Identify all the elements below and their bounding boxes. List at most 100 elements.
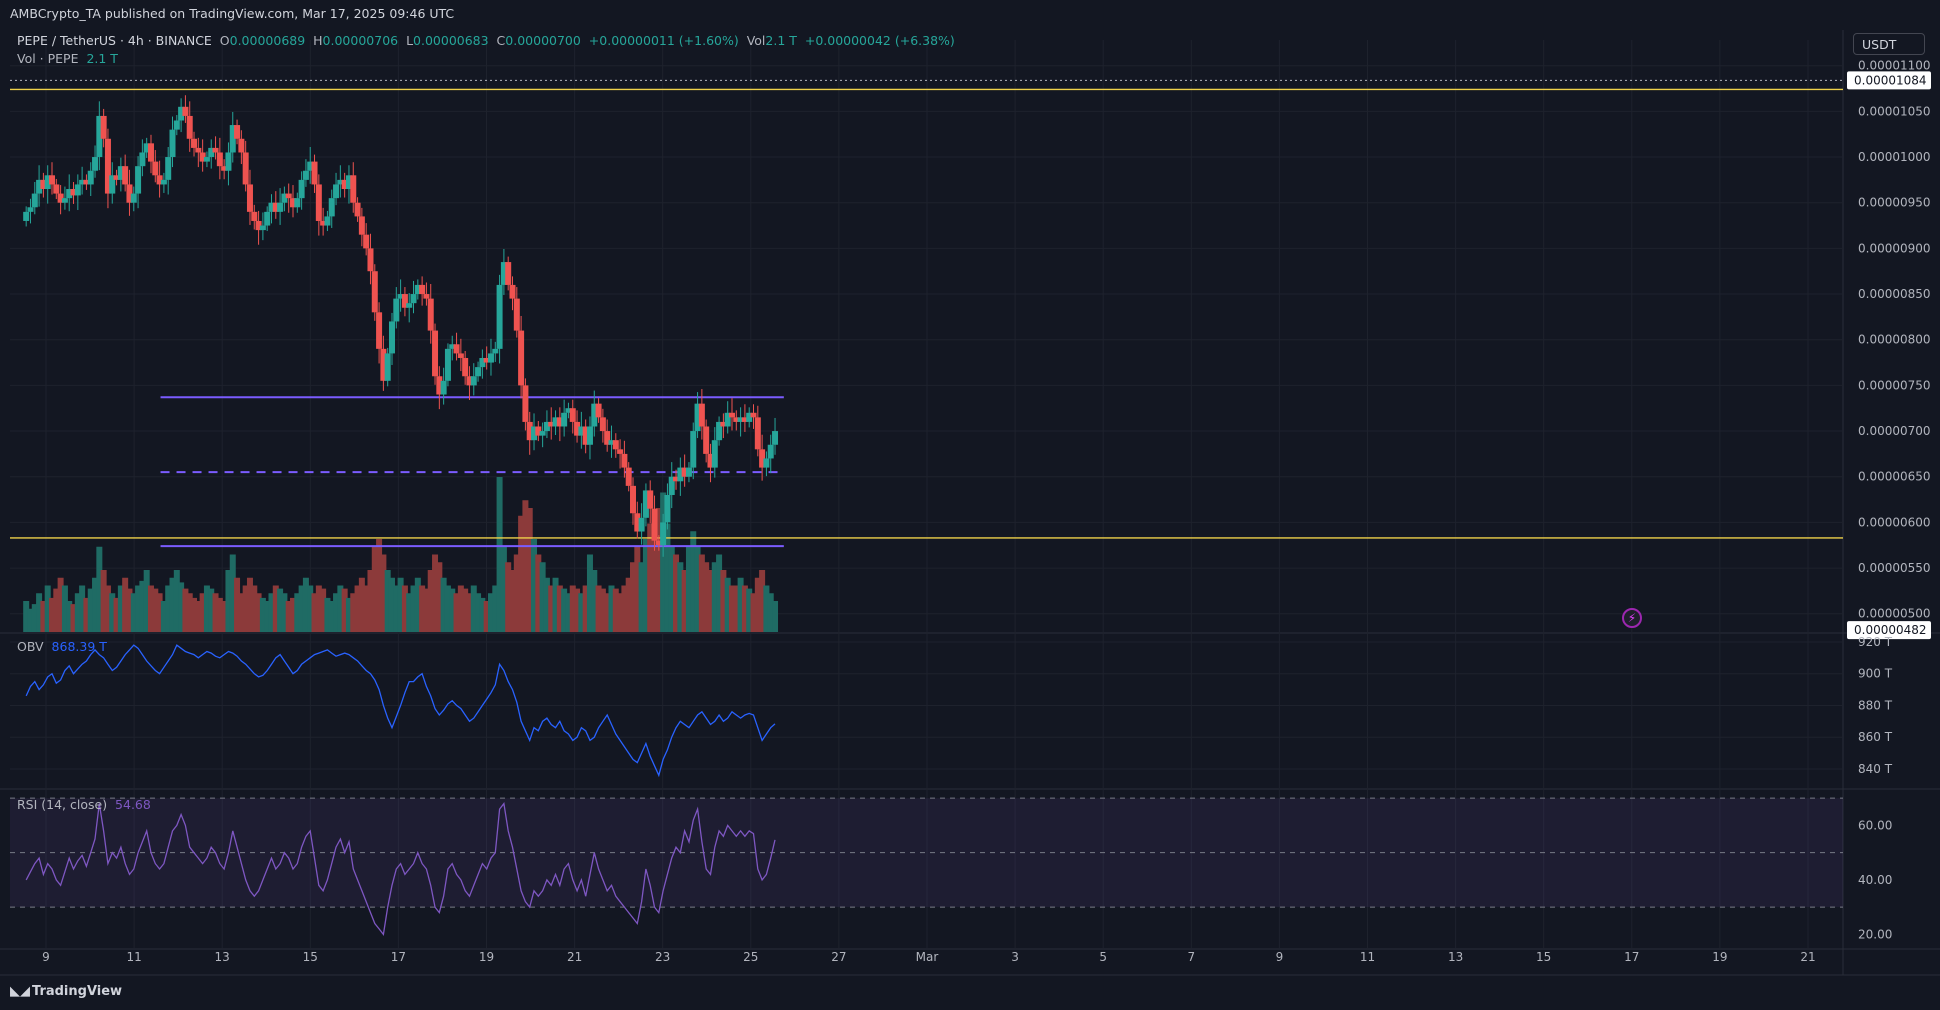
candle	[315, 184, 322, 221]
volume-bar	[229, 554, 236, 632]
candle	[578, 426, 585, 436]
volume-bar	[48, 597, 55, 632]
candle	[466, 376, 473, 386]
volume-bar	[754, 577, 761, 632]
candle	[664, 494, 671, 523]
volume-bar	[453, 593, 460, 632]
volume-bar	[767, 593, 774, 632]
candle	[513, 298, 520, 331]
volume-bar	[444, 585, 451, 632]
candle	[582, 426, 589, 445]
candle	[66, 189, 73, 199]
candle	[617, 449, 624, 454]
candle	[543, 421, 550, 432]
volume-bar	[117, 585, 124, 632]
volume-legend-value: 2.1 T	[86, 51, 118, 66]
volume-bar	[462, 588, 469, 632]
volume-bar	[109, 593, 116, 632]
rsi-band-fill	[10, 798, 1843, 908]
candle	[651, 508, 658, 541]
x-tick-label: 11	[126, 950, 141, 964]
volume-bar	[126, 588, 133, 632]
volume-bar	[535, 554, 542, 632]
candle	[307, 161, 314, 171]
obv-line	[25, 644, 776, 778]
volume-bar	[367, 570, 374, 632]
candle	[586, 426, 593, 445]
volume-bar	[74, 593, 81, 632]
volume-bar	[341, 588, 348, 632]
volume-bar	[294, 593, 301, 632]
volume-bar	[410, 585, 417, 632]
volume-bar	[436, 562, 443, 632]
volume-bar	[565, 593, 572, 632]
volume-bar	[358, 577, 365, 632]
candle	[354, 202, 361, 217]
candle	[229, 125, 236, 153]
volume-bar	[599, 588, 606, 632]
candle	[604, 431, 611, 445]
volume-legend: Vol · PEPE 2.1 T	[17, 51, 118, 66]
volume-bar	[526, 508, 533, 632]
candle	[40, 179, 47, 190]
candle	[741, 417, 748, 422]
volume-bar	[406, 593, 413, 632]
volume-bar	[513, 554, 520, 632]
candle	[401, 294, 408, 308]
candle	[535, 426, 542, 436]
candle	[685, 467, 692, 477]
volume-bar	[354, 585, 361, 632]
price-tag-box	[1847, 71, 1931, 90]
rsi-tick-label: 20.00	[1858, 927, 1892, 941]
candle	[750, 412, 757, 418]
vol-change: +0.00000042 (+6.38%)	[804, 33, 955, 48]
candle	[298, 179, 305, 199]
volume-bar	[302, 577, 309, 632]
candle	[272, 202, 279, 212]
candle	[195, 147, 202, 153]
volume-bar	[216, 597, 223, 632]
candle	[763, 458, 770, 468]
candle	[475, 367, 482, 377]
rsi-tick-label: 60.00	[1858, 818, 1892, 832]
price-tick-label: 0.00000750	[1858, 378, 1931, 392]
volume-bar	[147, 585, 154, 632]
symbol-ohlc-legend: PEPE / TetherUS · 4h · BINANCE O0.000006…	[17, 33, 955, 48]
low-label: L	[406, 33, 414, 48]
lightning-icon[interactable]: ⚡	[1622, 608, 1642, 628]
candle	[221, 166, 228, 171]
volume-bar	[182, 588, 189, 632]
volume-bar	[165, 585, 172, 632]
volume-bar	[53, 588, 60, 632]
low-value: 0.00000683	[413, 33, 489, 48]
candle	[143, 143, 150, 153]
candle	[531, 426, 538, 441]
volume-bar	[509, 570, 516, 632]
candle	[414, 284, 421, 295]
volume-bar	[432, 554, 439, 632]
candle	[255, 220, 262, 231]
volume-bar	[466, 593, 473, 632]
candle	[61, 198, 68, 203]
candle	[380, 348, 387, 381]
x-tick-label: 23	[655, 950, 670, 964]
volume-bar	[225, 570, 232, 632]
volume-bar	[290, 597, 297, 632]
x-tick-label: 19	[1712, 950, 1727, 964]
price-tick-label: 0.00001050	[1858, 104, 1931, 118]
candle	[406, 303, 413, 308]
volume-bar	[173, 570, 180, 632]
candle	[371, 271, 378, 313]
volume-bar	[419, 585, 426, 632]
candle	[556, 417, 563, 427]
x-tick-label: 9	[1276, 950, 1284, 964]
price-tick-label: 0.00000500	[1858, 607, 1931, 621]
currency-button[interactable]: USDT	[1853, 33, 1925, 55]
volume-bar	[479, 597, 486, 632]
volume-bar	[320, 588, 327, 632]
candle	[104, 138, 111, 194]
candle	[27, 207, 34, 212]
candle	[634, 513, 641, 532]
symbol-name: PEPE / TetherUS · 4h · BINANCE	[17, 33, 212, 48]
